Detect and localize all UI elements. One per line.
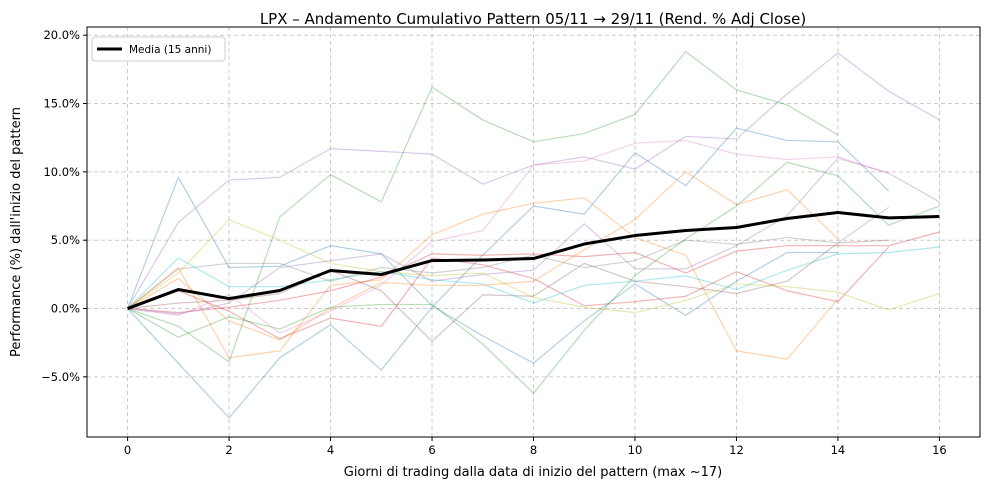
y-tick-label: 20.0% [43,28,80,42]
series-line-9 [127,52,940,309]
y-axis-label: Performance (%) dall'inizio del pattern [9,107,24,357]
chart-title: LPX – Andamento Cumulativo Pattern 05/11… [260,10,806,28]
series-line-10 [127,157,940,315]
series-lines [127,50,940,419]
x-tick-label: 0 [124,443,131,457]
series-line-1 [127,175,838,364]
series-line-12 [127,139,889,334]
series-line-2 [127,127,890,419]
mean-line-group [127,210,940,310]
series-line-15 [127,246,940,309]
x-tick-label: 12 [729,443,744,457]
legend-box [91,36,226,62]
series-line-6 [127,161,940,395]
x-tick-label: 14 [831,443,846,457]
x-tick-label: 2 [225,443,232,457]
series-line-11 [127,239,889,343]
legend-label-mean: Media (15 anni) [129,44,211,56]
axis-ticks: 0 2 4 6 8 10 12 14 16 −5.0% 0.0% 5.0% 10.0% 15.0% 20.0… [41,28,947,457]
x-axis-label: Giorni di trading dalla data di inizio d… [344,465,723,480]
x-tick-label: 4 [327,443,334,457]
series-line-8 [127,246,890,340]
x-tick-label: 16 [932,443,947,457]
series-line-14 [127,218,940,314]
mean-line [127,210,940,310]
y-tick-label: 10.0% [43,165,80,179]
x-tick-label: 6 [428,443,435,457]
series-line-4 [127,171,839,341]
series-line-3 [127,197,839,360]
x-tick-label: 8 [530,443,537,457]
legend: Media (15 anni) [91,36,226,62]
series-line-5 [127,50,839,363]
series-line-7 [127,231,940,314]
y-tick-label: 5.0% [51,233,80,247]
x-tick-label: 10 [628,443,643,457]
y-tick-label: 15.0% [43,97,80,111]
y-tick-label: 0.0% [51,302,80,316]
y-tick-label: −5.0% [41,370,80,384]
series-line-13 [127,206,890,310]
grid [87,27,980,437]
